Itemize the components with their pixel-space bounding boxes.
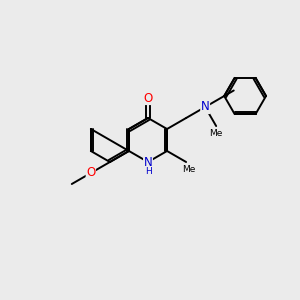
Text: N: N — [144, 155, 152, 169]
Text: O: O — [86, 167, 95, 179]
Text: Me: Me — [209, 129, 223, 138]
Text: N: N — [201, 100, 209, 113]
Text: Me: Me — [182, 164, 196, 173]
Text: O: O — [143, 92, 153, 104]
Text: H: H — [145, 167, 152, 176]
